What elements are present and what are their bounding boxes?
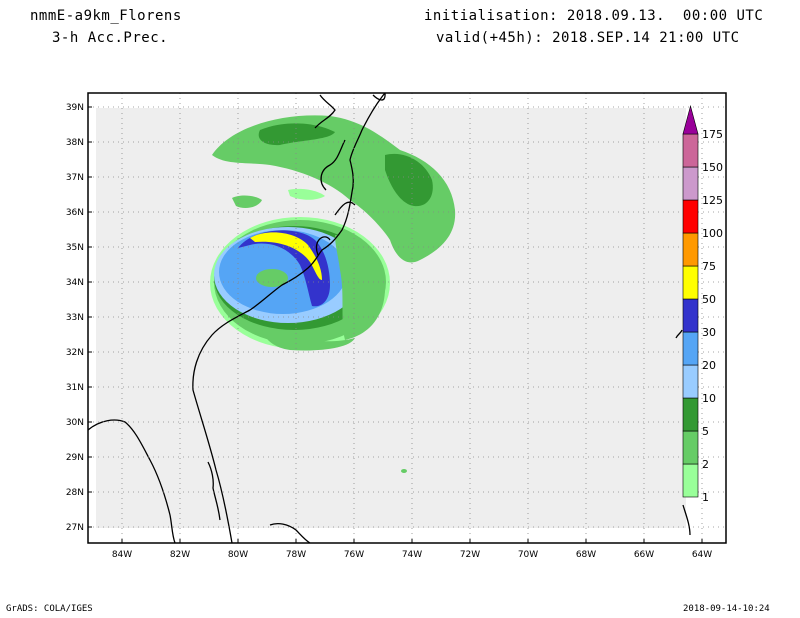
lat-label: 36N [66, 208, 84, 218]
lon-label: 72W [460, 550, 480, 560]
lon-label: 76W [344, 550, 364, 560]
colorbar-swatch [682, 364, 699, 399]
lat-label: 30N [66, 418, 84, 428]
precip-patch-central [288, 188, 325, 200]
colorbar-label: 30 [702, 326, 716, 339]
lon-label: 66W [634, 550, 654, 560]
lon-label: 70W [518, 550, 538, 560]
lon-label: 74W [402, 550, 422, 560]
lat-label: 37N [66, 173, 84, 183]
colorbar-swatch [682, 397, 699, 432]
lon-label: 64W [692, 550, 712, 560]
storm-eye [256, 269, 288, 287]
map-frame [87, 92, 727, 544]
colorbar-label: 20 [702, 359, 716, 372]
latitude-labels: 39N 38N 37N 36N 35N 34N 33N 32N 31N 30N 29N 28N 27N [66, 103, 92, 533]
valid-time: valid(+45h): 2018.SEP.14 21:00 UTC [436, 30, 740, 46]
precip-band-north [212, 115, 456, 263]
coastline [88, 93, 691, 543]
lat-label: 33N [66, 313, 84, 323]
map-gridlines [88, 93, 726, 543]
lon-label: 84W [112, 550, 132, 560]
lat-label: 32N [66, 348, 84, 358]
colorbar-label: 2 [702, 458, 709, 471]
lat-label: 39N [66, 103, 84, 113]
colorbar-label: 5 [702, 425, 709, 438]
lat-label: 27N [66, 523, 84, 533]
colorbar-swatch [682, 199, 699, 234]
colorbar-swatch [682, 133, 699, 168]
lat-label: 28N [66, 488, 84, 498]
lat-label: 34N [66, 278, 84, 288]
lat-label: 29N [66, 453, 84, 463]
lat-label: 35N [66, 243, 84, 253]
variable-title: 3-h Acc.Prec. [52, 30, 169, 46]
precip-patch-west [232, 195, 262, 208]
lat-label: 31N [66, 383, 84, 393]
colorbar-swatch [682, 166, 699, 201]
storm-band-east [335, 235, 385, 340]
colorbar-label: 10 [702, 392, 716, 405]
storm-band-south [262, 330, 355, 351]
colorbar-swatch [682, 232, 699, 267]
colorbar-label: 175 [702, 128, 723, 141]
colorbar-label: 125 [702, 194, 723, 207]
colorbar-swatch [682, 463, 699, 498]
software-credit: GrADS: COLA/IGES [6, 604, 93, 614]
lat-label: 38N [66, 138, 84, 148]
colorbar-swatch [682, 430, 699, 465]
storm-core-50mm [250, 232, 322, 280]
colorbar-swatch [682, 331, 699, 366]
colorbar-label: 150 [702, 161, 723, 174]
precip-band-east-core [385, 153, 433, 207]
render-timestamp: 2018-09-14-10:24 [683, 604, 770, 614]
lon-label: 78W [286, 550, 306, 560]
colorbar-swatch [682, 265, 699, 300]
lon-label: 68W [576, 550, 596, 560]
longitude-labels: 84W 82W 80W 78W 76W 74W 72W 70W 68W 66W 64W [112, 539, 712, 560]
precip-field [210, 115, 456, 473]
colorbar-label: 50 [702, 293, 716, 306]
precip-cell-south [401, 469, 407, 473]
colorbar-label: 100 [702, 227, 723, 240]
model-title: nmmE-a9km_Florens [30, 8, 182, 24]
init-time: initialisation: 2018.09.13. 00:00 UTC [424, 8, 764, 24]
lon-label: 80W [228, 550, 248, 560]
colorbar-swatch [682, 298, 699, 333]
colorbar-label: 75 [702, 260, 716, 273]
colorbar-arrow [682, 104, 699, 135]
lon-label: 82W [170, 550, 190, 560]
colorbar-label: 1 [702, 491, 709, 504]
precip-band-north-core [258, 123, 335, 146]
